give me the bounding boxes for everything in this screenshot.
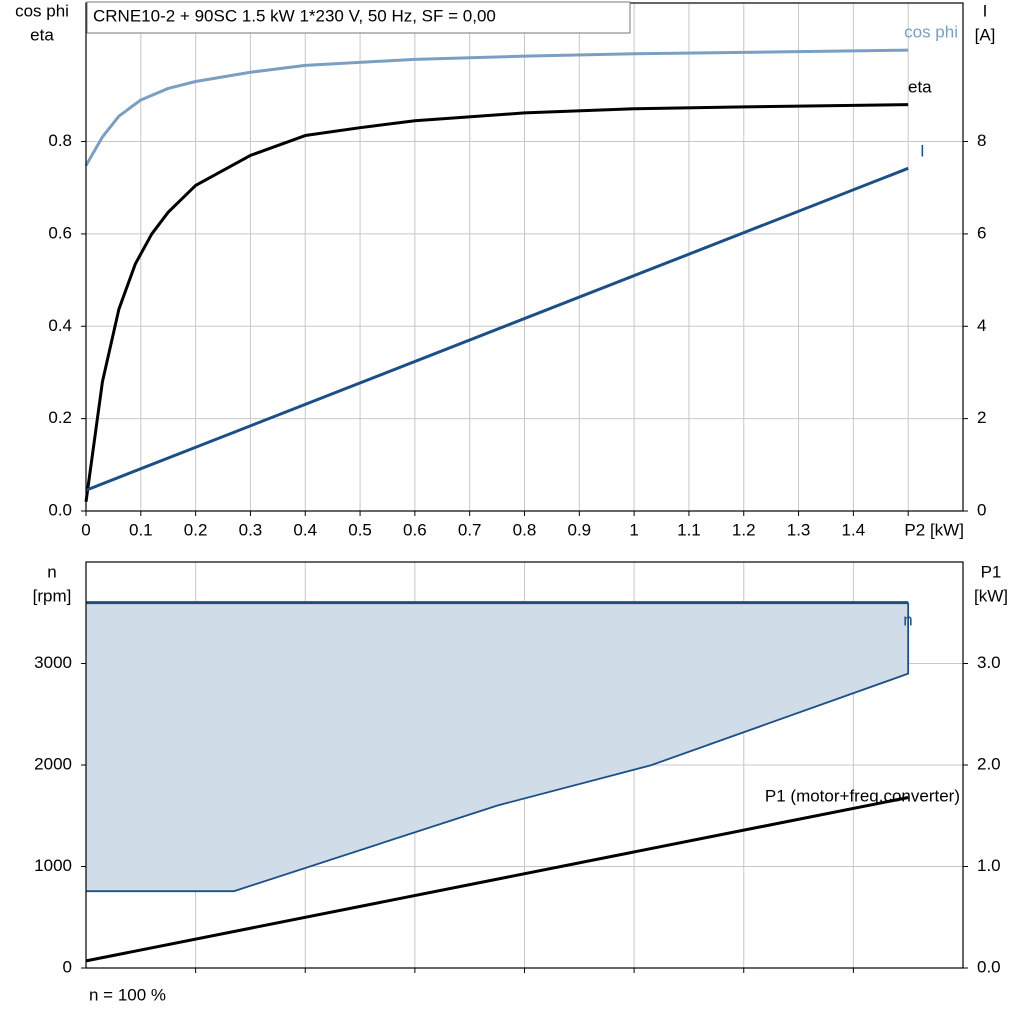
y-tick-label: 0.2 [48, 408, 72, 427]
series-line [85, 796, 909, 963]
operating-area [86, 602, 909, 892]
y2-tick-label: 1.0 [977, 856, 1001, 875]
x-tick-label: 1.1 [677, 520, 701, 539]
y2-axis-label: [A] [975, 25, 996, 44]
y-tick-label: 0.6 [48, 223, 72, 242]
chart-title: CRNE10-2 + 90SC 1.5 kW 1*230 V, 50 Hz, S… [93, 6, 496, 25]
y2-axis-label: P1 [981, 562, 1002, 581]
x-tick-label: 0.3 [239, 520, 263, 539]
x-tick-label: 0.7 [458, 520, 482, 539]
title-box [86, 1, 631, 34]
x-tick-label: 0.4 [293, 520, 317, 539]
x-tick-label: 0.1 [129, 520, 153, 539]
y2-tick-label: 0.0 [977, 957, 1001, 976]
y2-tick-label: 4 [977, 316, 986, 335]
x-tick-label: 1.2 [732, 520, 756, 539]
y-axis-label: [rpm] [33, 586, 72, 605]
x-tick-label: 0.6 [403, 520, 427, 539]
y2-axis-label: [kW] [974, 586, 1008, 605]
y2-tick-label: 8 [977, 131, 986, 150]
area-boundary [86, 602, 910, 893]
y-tick-label: 0.4 [48, 316, 72, 335]
series-line [84, 103, 909, 502]
y-tick-label: 1000 [34, 856, 72, 875]
y-tick-label: 0.0 [48, 500, 72, 519]
x-tick-label: 1.3 [787, 520, 811, 539]
series-label: P1 (motor+freq.converter) [765, 786, 960, 805]
x-tick-label: 1.4 [842, 520, 866, 539]
y2-tick-label: 2 [977, 408, 986, 427]
series-line [85, 166, 909, 492]
y-tick-label: 0 [63, 957, 72, 976]
y-axis-label: cos phi [15, 1, 69, 20]
series-label: n [903, 610, 912, 629]
series-line [84, 48, 909, 167]
y2-tick-label: 3.0 [977, 653, 1001, 672]
x-tick-label: 0 [81, 520, 90, 539]
x-tick-label: P2 [kW] [904, 520, 964, 539]
y2-tick-label: 0 [977, 500, 986, 519]
y2-tick-label: 6 [977, 223, 986, 242]
y-tick-label: 3000 [34, 653, 72, 672]
x-tick-label: 0.2 [184, 520, 208, 539]
x-tick-label: 0.9 [567, 520, 591, 539]
y-axis-label: eta [30, 25, 54, 44]
y-tick-label: 2000 [34, 754, 72, 773]
x-tick-label: 1 [629, 520, 638, 539]
series-label: cos phi [904, 22, 958, 41]
note: n = 100 % [89, 985, 166, 1004]
y2-tick-label: 2.0 [977, 754, 1001, 773]
y-axis-label: n [47, 562, 56, 581]
series-label: I [920, 141, 925, 160]
y-tick-label: 0.8 [48, 131, 72, 150]
x-tick-label: 0.8 [513, 520, 537, 539]
series-label: eta [908, 77, 932, 96]
y2-axis-label: I [983, 1, 988, 20]
plot-frame [85, 561, 964, 969]
x-tick-label: 0.5 [348, 520, 372, 539]
